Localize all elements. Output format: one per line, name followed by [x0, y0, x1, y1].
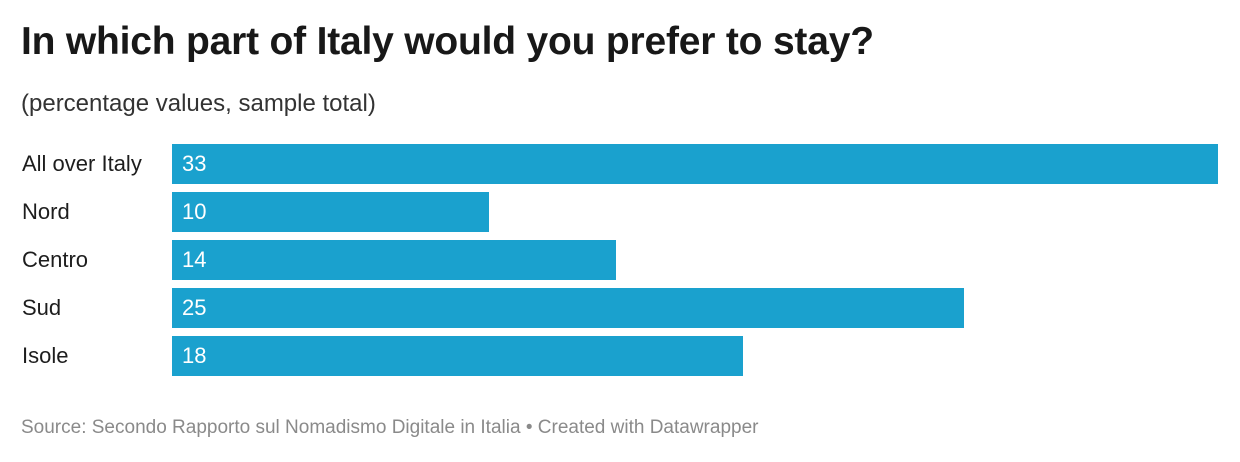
credit-link[interactable]: Created with Datawrapper [537, 417, 759, 438]
category-label: All over Italy [22, 151, 142, 176]
bar [172, 288, 964, 328]
chart-title: In which part of Italy would you prefer … [21, 20, 874, 63]
bar-value-label: 33 [182, 151, 207, 176]
category-label: Isole [22, 343, 69, 368]
category-label: Nord [22, 199, 70, 224]
category-label: Centro [22, 247, 89, 272]
chart-footer: Source: Secondo Rapporto sul Nomadismo D… [21, 417, 758, 439]
bar [172, 240, 616, 280]
bar [172, 336, 743, 376]
bar-value-label: 10 [182, 199, 207, 224]
chart-subtitle: (percentage values, sample total) [21, 90, 376, 117]
source-text: Source: Secondo Rapporto sul Nomadismo D… [21, 417, 521, 438]
category-label: Sud [22, 295, 62, 320]
footer-separator: • [525, 417, 533, 438]
bar-value-label: 14 [182, 247, 207, 272]
bar [172, 144, 1218, 184]
bar [172, 192, 489, 232]
bar-value-label: 18 [182, 343, 207, 368]
bar-value-label: 25 [182, 295, 207, 320]
